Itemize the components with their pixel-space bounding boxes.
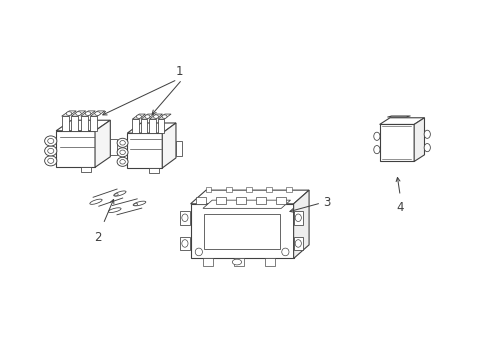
Bar [233,258,244,266]
Ellipse shape [108,208,121,212]
Ellipse shape [44,136,57,146]
Ellipse shape [423,130,429,138]
Polygon shape [141,119,147,133]
Text: 4: 4 [396,201,403,214]
Bar [293,237,302,250]
Bar [235,197,246,204]
Bar [265,187,271,192]
Polygon shape [90,116,97,131]
Ellipse shape [295,214,301,221]
Ellipse shape [120,150,125,154]
Bar [180,237,189,250]
Ellipse shape [90,199,102,204]
Ellipse shape [44,156,57,166]
Polygon shape [95,120,110,167]
Ellipse shape [144,115,150,118]
Ellipse shape [117,138,128,147]
Polygon shape [203,200,290,208]
Ellipse shape [162,115,167,118]
Ellipse shape [76,112,81,115]
Ellipse shape [195,248,202,256]
Polygon shape [127,133,162,168]
Polygon shape [293,190,308,258]
Ellipse shape [44,146,57,156]
Ellipse shape [295,240,301,247]
Ellipse shape [373,132,379,140]
Bar [256,197,266,204]
Ellipse shape [281,248,288,256]
Polygon shape [386,116,410,117]
Bar [205,187,211,192]
Polygon shape [81,111,95,116]
Ellipse shape [133,201,145,206]
Ellipse shape [136,115,141,118]
Bar [215,197,225,204]
Ellipse shape [117,157,128,166]
Polygon shape [61,116,68,131]
Bar [285,187,291,192]
Ellipse shape [48,148,54,153]
Polygon shape [127,123,176,133]
Ellipse shape [66,112,72,115]
Polygon shape [141,114,154,119]
Ellipse shape [85,112,91,115]
Ellipse shape [48,139,54,144]
Polygon shape [149,114,162,119]
Polygon shape [56,120,110,131]
Text: 2: 2 [94,231,102,244]
Polygon shape [413,118,424,162]
Polygon shape [81,167,91,172]
Bar [180,211,189,225]
Polygon shape [158,119,164,133]
Polygon shape [90,111,104,116]
Bar [195,197,205,204]
Ellipse shape [114,194,118,196]
Polygon shape [110,139,116,155]
Ellipse shape [182,240,187,247]
Polygon shape [149,168,159,173]
Ellipse shape [95,112,100,115]
Ellipse shape [232,259,241,265]
Bar [203,214,280,249]
Ellipse shape [153,115,158,118]
Ellipse shape [182,214,187,221]
Ellipse shape [423,144,429,152]
Bar [245,187,251,192]
Polygon shape [61,111,76,116]
Ellipse shape [117,148,128,157]
Text: 1: 1 [176,65,183,78]
Bar [225,187,231,192]
Polygon shape [71,111,85,116]
Polygon shape [132,114,145,119]
Ellipse shape [120,159,125,164]
Polygon shape [162,123,176,168]
Polygon shape [190,190,308,204]
Text: 3: 3 [323,197,330,210]
Polygon shape [158,114,171,119]
Polygon shape [132,119,138,133]
Polygon shape [176,141,181,156]
Polygon shape [149,119,155,133]
Polygon shape [379,118,424,125]
Bar [276,197,286,204]
Ellipse shape [373,145,379,154]
Polygon shape [379,125,413,162]
Bar [293,211,302,225]
Ellipse shape [114,191,126,196]
Polygon shape [81,116,87,131]
Ellipse shape [134,203,138,206]
Ellipse shape [48,158,54,163]
Polygon shape [56,131,95,167]
Polygon shape [190,204,293,258]
Ellipse shape [120,140,125,145]
Polygon shape [71,116,78,131]
Bar [203,258,213,266]
Bar [264,258,275,266]
